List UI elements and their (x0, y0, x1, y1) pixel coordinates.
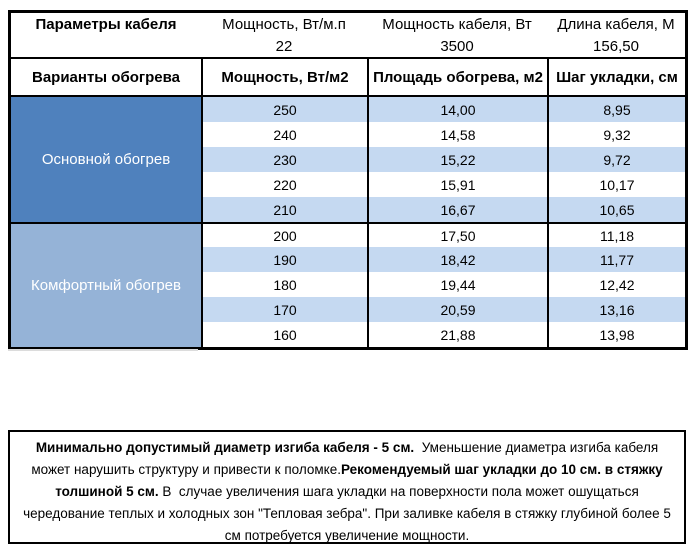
param-header-row: Параметры кабеля Мощность, Вт/м.п Мощнос… (11, 13, 685, 36)
cell-power: 160 (201, 322, 367, 347)
cell-power: 190 (201, 247, 367, 272)
data-cells: 250 14,00 8,95 240 14,58 9,32 230 15,22 … (201, 97, 685, 347)
gridline-remnant (8, 349, 198, 351)
cell-area: 14,58 (367, 122, 547, 147)
note-box: Минимально допустимый диаметр изгиба каб… (8, 430, 686, 544)
cell-power: 180 (201, 272, 367, 297)
cell-power: 220 (201, 172, 367, 197)
note-text-2: В случае увеличения шага укладки на пове… (23, 484, 675, 543)
subheader-title: Варианты обогрева (32, 68, 180, 86)
heating-subheader-row: Варианты обогрева Мощность, Вт/м2 Площад… (11, 57, 685, 97)
cell-power: 230 (201, 147, 367, 172)
cell-step: 11,77 (547, 247, 685, 272)
cell-power: 200 (201, 222, 367, 247)
param-value-power-per-m: 22 (275, 38, 293, 55)
cell-area: 16,67 (367, 197, 547, 222)
cell-step: 10,17 (547, 172, 685, 197)
cell-power: 170 (201, 297, 367, 322)
cell-area: 14,00 (367, 97, 547, 122)
cell-step: 13,16 (547, 297, 685, 322)
cell-step: 11,18 (547, 222, 685, 247)
param-value-cable-length: 156,50 (593, 38, 639, 55)
cell-step: 9,32 (547, 122, 685, 147)
subheader-power: Мощность, Вт/м2 (201, 59, 367, 95)
param-value-empty (11, 36, 201, 57)
section-label-comfort-heating: Комфортный обогрев (11, 222, 201, 347)
note-text-1: Уменьшение диаметра изгиба кабеля может … (31, 440, 662, 477)
subheader-area: Площадь обогрева, м2 (367, 59, 547, 95)
cell-area: 17,50 (367, 222, 547, 247)
cell-step: 8,95 (547, 97, 685, 122)
param-header-cable-power: Мощность кабеля, Вт (382, 16, 532, 33)
note-bold-bend-diameter: Минимально допустимый диаметр изгиба каб… (35, 440, 415, 455)
cable-parameters-table: Параметры кабеля Мощность, Вт/м.п Мощнос… (8, 10, 688, 350)
section-labels: Основной обогрев Комфортный обогрев (11, 97, 201, 347)
cell-step: 9,72 (547, 147, 685, 172)
param-values-row: 22 3500 156,50 (11, 36, 685, 57)
cell-area: 19,44 (367, 272, 547, 297)
cell-step: 13,98 (547, 322, 685, 347)
data-band: Основной обогрев Комфортный обогрев 250 … (11, 97, 685, 347)
cell-area: 21,88 (367, 322, 547, 347)
note-bold-recommended-step: Рекомендуемый шаг укладки до 10 см. в ст… (55, 462, 667, 499)
cell-step: 12,42 (547, 272, 685, 297)
param-value-cable-power: 3500 (440, 38, 474, 55)
cell-area: 20,59 (367, 297, 547, 322)
cell-step: 10,65 (547, 197, 685, 222)
cell-power: 210 (201, 197, 367, 222)
cell-area: 18,42 (367, 247, 547, 272)
cell-area: 15,91 (367, 172, 547, 197)
param-header-cable-length: Длина кабеля, М (557, 16, 675, 33)
subheader-step: Шаг укладки, см (547, 59, 685, 95)
param-header-power-per-m: Мощность, Вт/м.п (222, 16, 346, 33)
param-header-title: Параметры кабеля (35, 16, 177, 33)
cell-power: 250 (201, 97, 367, 122)
section-label-main-heating: Основной обогрев (11, 97, 201, 222)
cell-area: 15,22 (367, 147, 547, 172)
cell-power: 240 (201, 122, 367, 147)
